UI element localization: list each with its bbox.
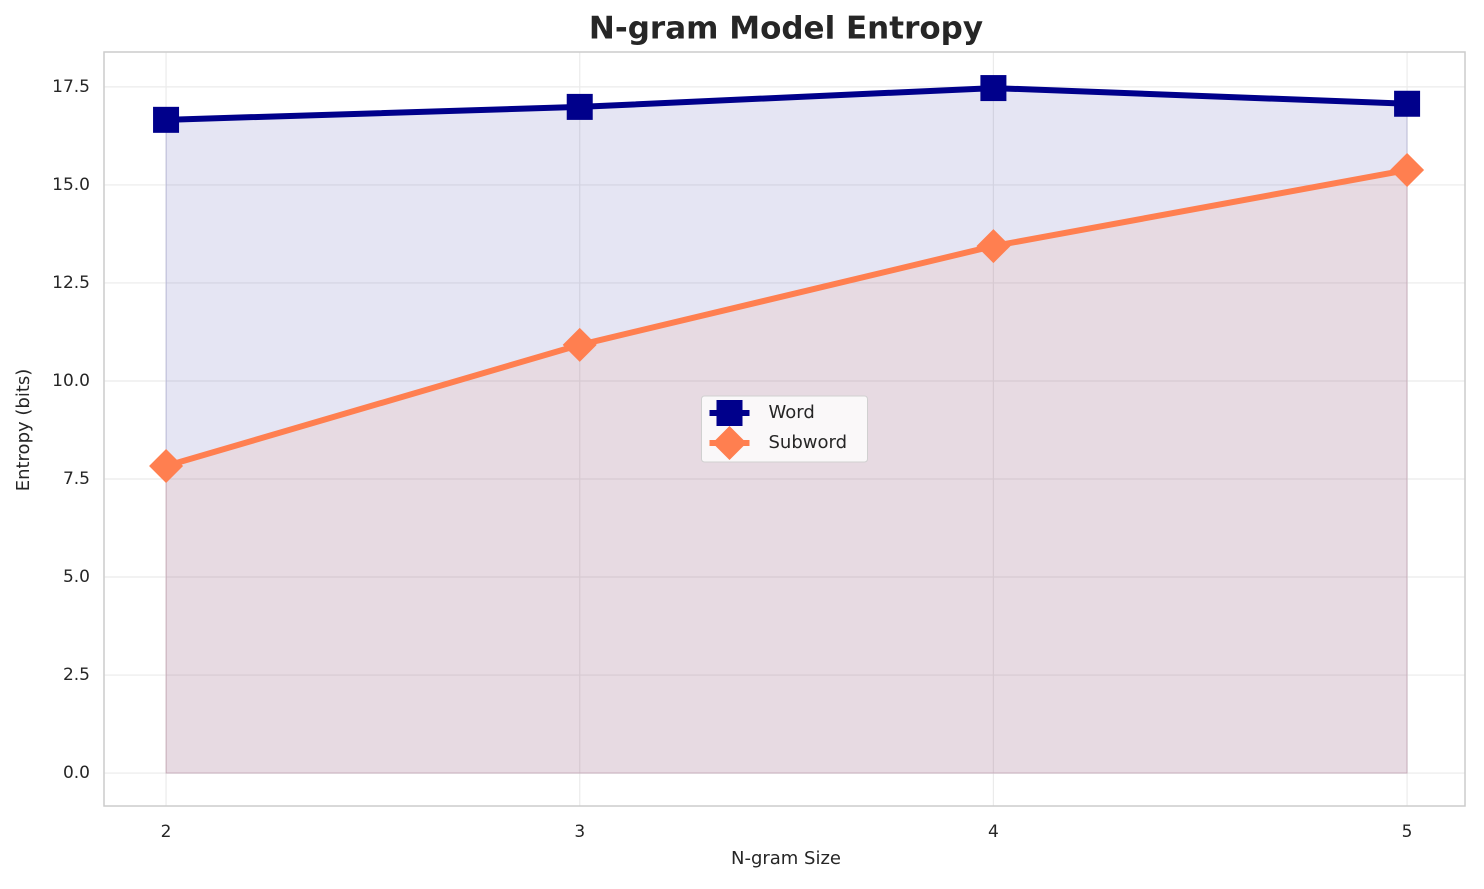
legend-marker (712, 426, 747, 460)
marker (976, 229, 1011, 264)
y-axis-label: Entropy (bits) (13, 369, 34, 492)
marker (153, 106, 180, 133)
x-tick-label: 2 (161, 822, 172, 842)
marker (980, 75, 1007, 102)
x-axis-label: N-gram Size (731, 848, 841, 869)
legend-label: Word (769, 402, 815, 423)
y-tick-label: 12.5 (52, 273, 90, 293)
x-tick-label: 5 (1402, 822, 1413, 842)
y-tick-label: 7.5 (63, 469, 90, 489)
y-tick-label: 5.0 (63, 567, 90, 587)
y-tick-label: 17.5 (52, 77, 90, 97)
legend-marker (716, 400, 743, 426)
line (165, 167, 1408, 469)
x-tick-label: 3 (574, 822, 585, 842)
line (165, 85, 1408, 123)
x-tick-label: 4 (988, 822, 999, 842)
marker (562, 327, 597, 362)
marker (1394, 90, 1421, 117)
y-tick-label: 0.0 (63, 763, 90, 783)
y-tick-label: 2.5 (63, 665, 90, 685)
marker (1390, 153, 1425, 188)
marker (566, 93, 593, 120)
y-tick-label: 10.0 (52, 371, 90, 391)
marker (149, 449, 184, 484)
plot-frame (103, 51, 1466, 807)
legend-label: Subword (769, 432, 848, 453)
chart-title: N-gram Model Entropy (589, 11, 983, 47)
legend: Word Subword (701, 395, 868, 463)
y-tick-label: 15.0 (52, 175, 90, 195)
